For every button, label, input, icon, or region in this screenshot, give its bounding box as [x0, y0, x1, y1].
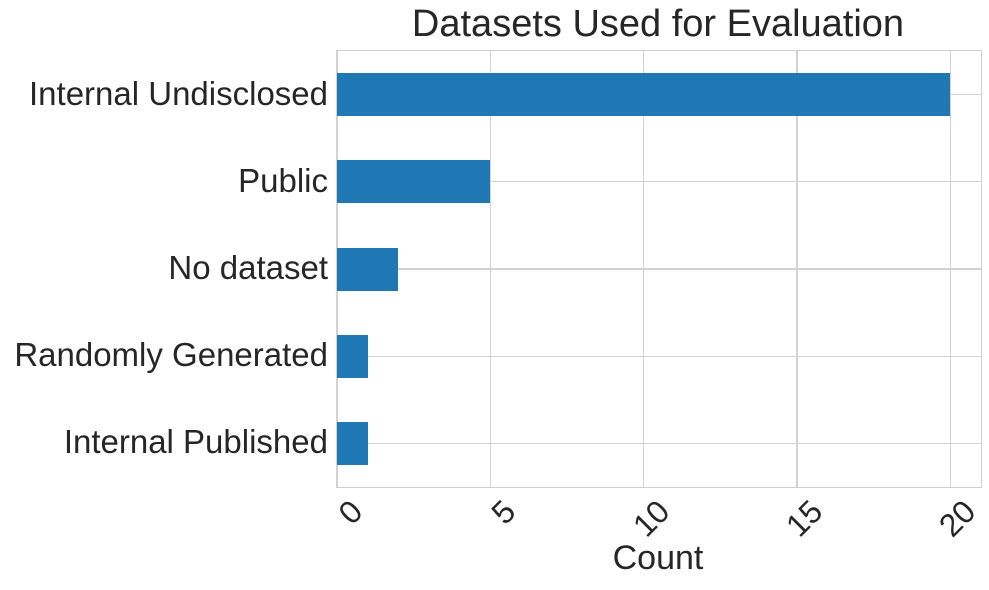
y-gridline [337, 268, 981, 270]
chart-title: Datasets Used for Evaluation [411, 3, 905, 45]
bar-internal-published [337, 421, 368, 465]
bar-no-dataset [337, 247, 399, 291]
y-gridline [337, 442, 981, 445]
x-axis-title: Count [612, 539, 704, 577]
plot-area [336, 50, 982, 488]
y-gridline [337, 181, 981, 183]
y-tick-label: Public [238, 161, 328, 199]
bar-public [337, 160, 491, 204]
bar-internal-undisclosed [337, 73, 951, 117]
y-tick-label: Internal Undisclosed [29, 74, 328, 112]
y-tick-label: Randomly Generated [14, 336, 328, 374]
y-tick-label: Internal Published [63, 423, 328, 461]
y-gridline [337, 355, 981, 357]
y-tick-label: No dataset [168, 249, 328, 286]
bar-randomly-generated [337, 334, 368, 378]
